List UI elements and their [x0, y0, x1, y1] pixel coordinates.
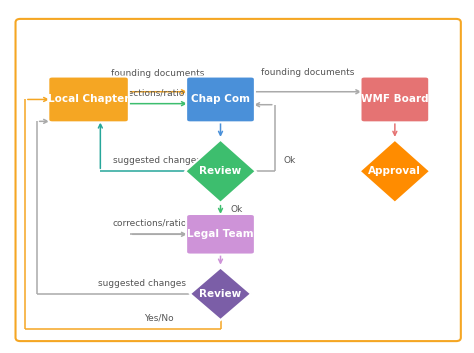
Text: Review: Review — [200, 289, 242, 299]
Text: Yes/No: Yes/No — [145, 313, 174, 323]
Text: WMF Board: WMF Board — [361, 95, 428, 104]
FancyBboxPatch shape — [186, 77, 255, 122]
Text: Local Chapter: Local Chapter — [48, 95, 129, 104]
Polygon shape — [185, 140, 256, 203]
Text: founding documents: founding documents — [261, 68, 355, 77]
Text: Review: Review — [200, 166, 242, 176]
Text: Ok: Ok — [283, 156, 295, 165]
Text: corrections/rationale: corrections/rationale — [110, 88, 204, 97]
Polygon shape — [359, 140, 430, 203]
Text: suggested changes: suggested changes — [113, 156, 201, 165]
FancyBboxPatch shape — [360, 77, 429, 122]
FancyBboxPatch shape — [48, 77, 129, 122]
Text: Ok: Ok — [231, 205, 243, 214]
Polygon shape — [190, 268, 251, 320]
Text: Approval: Approval — [368, 166, 421, 176]
Text: suggested changes: suggested changes — [98, 279, 186, 288]
Text: founding documents: founding documents — [111, 69, 204, 78]
FancyBboxPatch shape — [186, 214, 255, 255]
Text: corrections/rationale: corrections/rationale — [113, 219, 207, 228]
Text: Chap Com: Chap Com — [191, 95, 250, 104]
Text: Legal Team: Legal Team — [187, 229, 254, 239]
